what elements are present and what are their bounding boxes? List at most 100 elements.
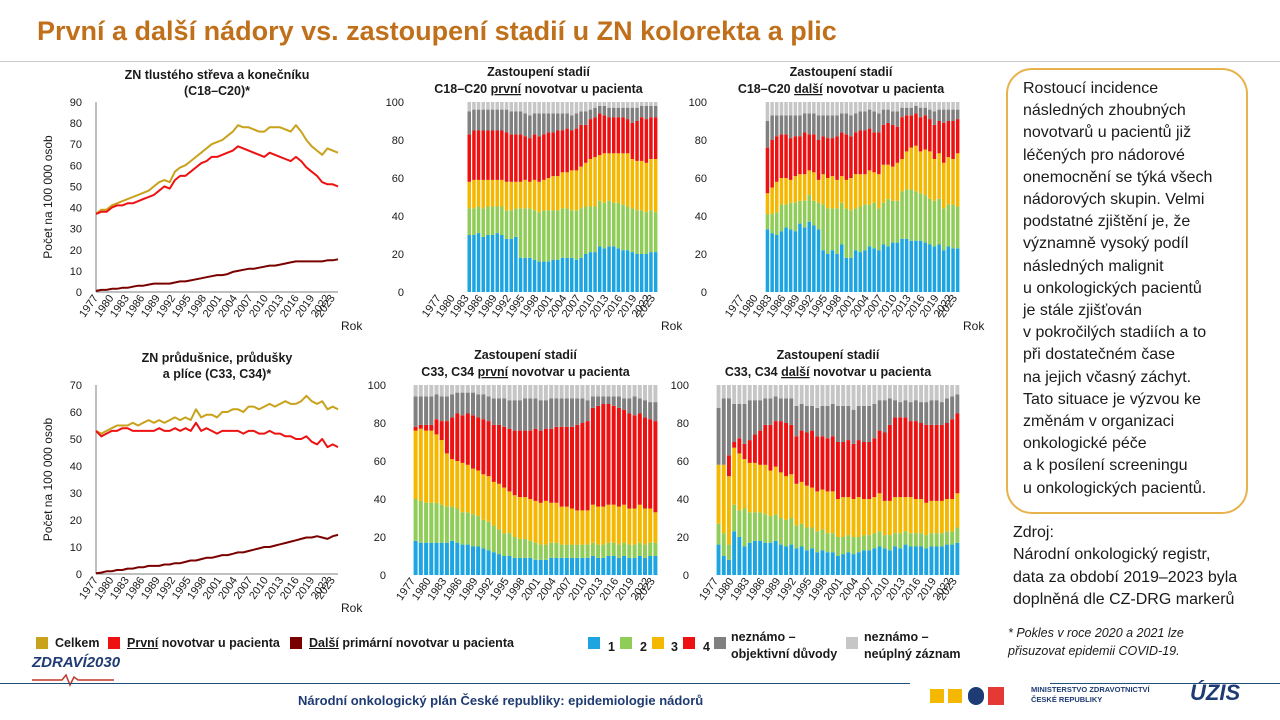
bar-chart-4-bar-2018-s6: [929, 385, 934, 401]
bar-chart-2-bar-1982-s3: [765, 193, 770, 215]
line-chart-1-ytick-60: 60: [70, 160, 82, 172]
bar-chart-4-bar-2021-s5: [945, 398, 949, 423]
bar-chart-2-bar-2019-s2: [937, 198, 941, 245]
bar-chart-4-bar-2014-s2: [908, 533, 913, 547]
bar-chart-2-bar-2010-s1: [895, 242, 900, 292]
bar-chart-2-bar-1990-s5: [802, 113, 807, 133]
bar-chart-4-bar-2004-s3: [856, 497, 861, 537]
bar-chart-2-bar-2020-s6: [942, 102, 946, 110]
bar-chart-2-bar-2018-s4: [932, 124, 937, 159]
legend-dalsi-underlined: Další: [309, 636, 339, 650]
bar-chart-4-bar-1998-s3: [825, 491, 830, 534]
bar-chart-4-bar-2022-s1: [950, 544, 955, 575]
bar-chart-3-bar-1986-s2: [460, 512, 465, 545]
bar-chart-2-bar-2020-s5: [942, 109, 946, 123]
bar-chart-4-bar-2003-s6: [851, 385, 856, 410]
bar-chart-2-bar-1990-s4: [802, 132, 807, 175]
bar-chart-4-bar-1999-s2: [830, 533, 835, 553]
bar-chart-4-bar-2007-s2: [872, 533, 877, 549]
bar-chart-4-bar-2006-s1: [867, 550, 872, 575]
bar-chart-4-bar-2015-s6: [913, 385, 918, 401]
line-chart-1-tick-2023: 2023: [314, 293, 338, 320]
bar-chart-2-bar-1992-s3: [812, 172, 816, 201]
bar-chart-3-bar-1986-s5: [460, 392, 465, 416]
bar-chart-4-bar-1985-s1: [758, 540, 763, 575]
line-chart-2-ytick-20: 20: [70, 515, 82, 527]
bar-chart-4-bar-2000-s1: [836, 556, 840, 575]
bar-chart-3-bar-1994-s1: [502, 556, 507, 575]
bar-chart-3-bar-2010-s3: [585, 510, 590, 545]
bar-chart-4-bar-2011-s4: [893, 417, 897, 498]
bar-chart-1-bar-2009-s5: [588, 109, 593, 120]
bar-chart-2-bar-2013-s3: [909, 147, 913, 190]
bar-chart-1-bar-2006-s6: [574, 102, 579, 114]
bar-chart-2-bar-1987-s6: [788, 102, 793, 116]
bar-chart-2-bar-2012-s1: [904, 238, 909, 292]
bar-chart-4-bar-2010-s1: [887, 550, 892, 575]
bar-chart-3-bar-2014-s1: [606, 556, 611, 575]
bar-chart-3-bar-1995-s5: [507, 400, 512, 429]
bar-chart-4-ytick-20: 20: [677, 532, 689, 544]
bar-chart-1-bar-1988-s6: [490, 102, 495, 110]
bar-chart-4-bar-1978-s5: [721, 398, 726, 465]
bar-chart-4-bar-2007-s4: [872, 438, 877, 498]
bar-chart-1-bar-1995-s1: [523, 257, 527, 292]
bar-chart-2-bar-2015-s3: [918, 151, 923, 194]
bar-chart-4-bar-1988-s1: [773, 540, 778, 575]
bar-chart-2-bar-2019-s1: [937, 244, 941, 292]
bar-chart-1-bar-2018-s4: [630, 122, 635, 159]
bar-chart-2-bar-2000-s3: [849, 178, 853, 211]
bar-chart-2-bar-1983-s6: [770, 102, 774, 116]
bar-chart-4-bar-1983-s4: [747, 440, 752, 463]
bar-chart-1-bar-2018-s6: [630, 102, 635, 108]
bar-chart-3-bar-1997-s5: [517, 400, 522, 431]
bar-chart-4-bar-2002-s4: [846, 440, 851, 498]
bar-chart-2-bar-1994-s6: [821, 102, 825, 116]
bar-chart-1-bar-1998-s4: [537, 136, 541, 182]
bar-chart-2-ytick-100: 100: [689, 97, 707, 109]
legend-stage1: 1: [608, 640, 615, 654]
bar-chart-2-bar-1985-s4: [779, 134, 784, 178]
bar-chart-1-bar-1993-s2: [514, 208, 518, 237]
bar-chart-2-bar-2011-s6: [900, 102, 904, 108]
bar-chart-3-bar-2009-s2: [580, 544, 585, 558]
bar-chart-1-bar-2011-s3: [598, 155, 602, 201]
bar-chart-4-bar-2018-s3: [929, 500, 934, 534]
bar-chart-1-bar-2000-s6: [546, 102, 551, 114]
bar-chart-2-bar-2017-s5: [928, 109, 932, 120]
bar-chart-2-bar-2010-s4: [895, 126, 900, 163]
bar-chart-1-bar-2014-s3: [612, 153, 616, 203]
bar-chart-2-bar-2012-s6: [904, 102, 909, 108]
bar-chart-4-bar-1998-s2: [825, 533, 830, 553]
bar-chart-4-bar-2016-s3: [919, 499, 923, 534]
bar-chart-3-bar-1988-s2: [471, 514, 475, 547]
bar-chart-4-bar-2005-s5: [862, 405, 866, 442]
bar-chart-2-bar-2005-s1: [872, 248, 876, 292]
bar-chart-4-bar-1995-s5: [810, 405, 814, 431]
bar-chart-3-bar-2021-s4: [643, 417, 647, 509]
bar-chart-2-bar-1986-s3: [784, 178, 788, 205]
bar-chart-3-ytick-80: 80: [374, 418, 386, 430]
bar-chart-4-bar-2002-s6: [846, 385, 851, 406]
bar-chart-1-bar-1992-s6: [509, 102, 513, 112]
bar-chart-1-bar-2018-s2: [630, 208, 635, 253]
bar-chart-3-bar-2017-s2: [622, 542, 627, 556]
bar-chart-1-bar-1992-s4: [509, 134, 513, 182]
bar-chart-2-bar-2022-s5: [951, 109, 955, 121]
bar-chart-3-bar-2020-s4: [637, 413, 642, 505]
bar-chart-4-bar-2011-s6: [893, 385, 897, 401]
bar-chart-2-bar-1982-s2: [765, 214, 770, 230]
bar-chart-2-bar-2014-s4: [914, 113, 918, 146]
bar-chart-2-bar-2013-s5: [909, 107, 913, 116]
bar-chart-1-bar-2000-s3: [546, 178, 551, 211]
bar-chart-4-bar-1995-s2: [810, 527, 814, 549]
bar-chart-1-bar-2014-s1: [612, 246, 616, 292]
bar-chart-3-bar-1993-s3: [497, 483, 501, 530]
bar-chart-4-bar-2004-s6: [856, 385, 861, 406]
bar-chart-4-bar-2015-s4: [913, 421, 918, 499]
line-chart-1-xlabel: Rok: [341, 319, 363, 333]
bar-chart-2-bar-2004-s4: [867, 128, 872, 171]
bar-chart-3-bar-1987-s2: [465, 512, 470, 545]
bar-chart-4-bar-2003-s1: [851, 554, 856, 575]
bar-chart-1-bar-2005-s6: [570, 102, 574, 116]
